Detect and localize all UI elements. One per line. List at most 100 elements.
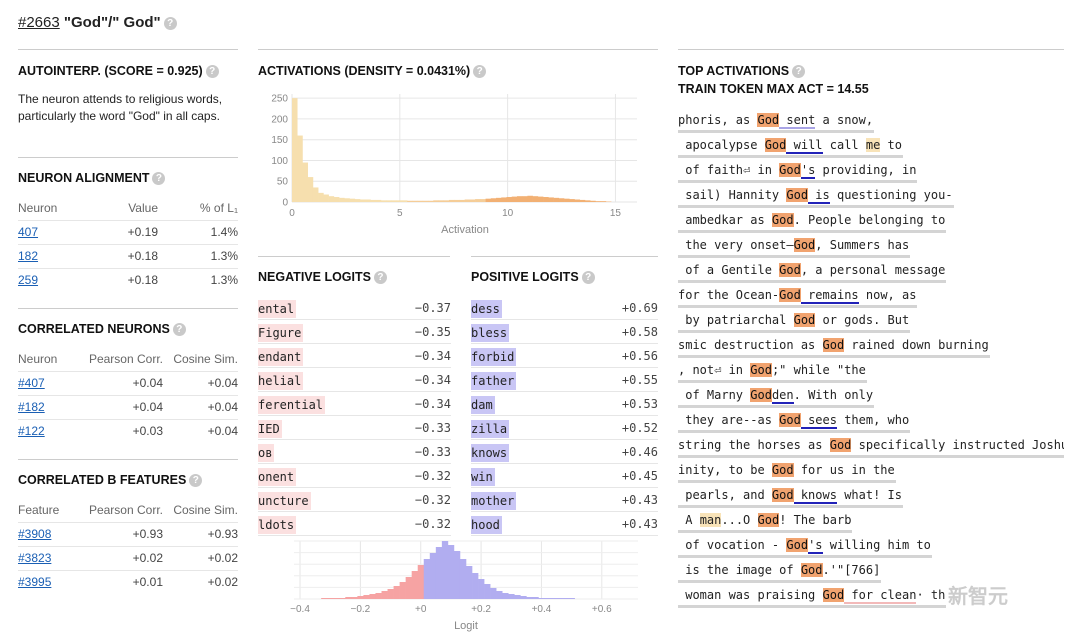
context-token: of Marny — [678, 388, 751, 402]
neuron-link[interactable]: 407 — [18, 225, 39, 239]
logit-token: ов — [258, 444, 275, 462]
activating-token: God — [771, 463, 794, 477]
activating-token: God — [779, 263, 801, 277]
logit-token: zilla — [471, 420, 510, 438]
logit-bar — [333, 598, 340, 599]
activation-histogram: 0 50 100 150 200 250 0 5 10 15 Activation — [271, 94, 637, 236]
help-icon[interactable]: ? — [152, 172, 166, 186]
activation-example: of Marny Godden. With only — [678, 385, 1064, 410]
activation-example: sail) Hannity God is questioning you- — [678, 185, 1064, 210]
activating-token: God — [779, 288, 801, 302]
help-icon[interactable]: ? — [172, 323, 186, 337]
context-token: man — [699, 513, 722, 527]
logit-bar — [387, 589, 394, 599]
logit-row: dess +0.69 — [471, 296, 658, 320]
activating-token: God — [800, 563, 823, 577]
logit-token: endant — [258, 348, 304, 366]
logit-value: +0.43 — [621, 493, 658, 507]
logit-bar — [538, 598, 545, 599]
feature-link[interactable]: #3995 — [18, 575, 52, 590]
context-token: a snow, — [815, 113, 874, 127]
logit-token: hood — [471, 516, 502, 534]
logit-token: father — [471, 372, 517, 390]
activation-ytick: 150 — [271, 135, 288, 146]
logit-bar — [321, 598, 328, 599]
logit-row: endant −0.34 — [258, 344, 451, 368]
help-icon[interactable]: ? — [205, 65, 219, 79]
neuron-link[interactable]: #407 — [18, 376, 45, 390]
context-token: woman was praising — [678, 588, 823, 602]
context-token: for us in the — [793, 463, 895, 477]
help-icon[interactable]: ? — [792, 65, 806, 79]
correlated-b-table: Feature Pearson Corr. Cosine Sim. #3908 +0.… — [18, 498, 238, 594]
context-token: of vocation - — [678, 538, 787, 552]
activating-token: God — [771, 213, 794, 227]
feature-id-link[interactable]: #2663 — [18, 14, 60, 31]
logit-value: −0.32 — [414, 469, 451, 483]
neuron-link[interactable]: #122 — [18, 424, 45, 439]
logit-row: helial −0.34 — [258, 368, 451, 392]
table-row: #3823 +0.02 +0.02 — [18, 545, 238, 570]
logit-bar — [441, 541, 449, 599]
logit-bar — [351, 597, 358, 599]
activation-example: ambedkar as God. People belonging to — [678, 210, 1064, 235]
neuron-link[interactable]: #182 — [18, 400, 45, 414]
activation-bar — [428, 200, 434, 202]
activation-bar — [480, 199, 486, 202]
neuron-link[interactable]: 259 — [18, 273, 39, 288]
logit-row: ldots −0.32 — [258, 512, 451, 536]
activating-token: God — [786, 538, 809, 552]
logit-value: −0.33 — [414, 445, 451, 459]
context-underline — [678, 180, 918, 183]
logit-bar — [526, 597, 533, 599]
context-token: ...O — [721, 513, 758, 527]
context-token: 's — [800, 163, 816, 179]
logit-value: −0.33 — [414, 421, 451, 435]
context-token: for the Ocean- — [678, 288, 780, 302]
context-token: sail) Hannity — [678, 188, 787, 202]
activation-xtick: 5 — [397, 208, 403, 219]
activation-example: smic destruction as God rained down burn… — [678, 335, 1064, 360]
help-icon[interactable]: ? — [373, 271, 387, 285]
activation-example: for the Ocean-God remains now, as — [678, 285, 1064, 310]
logit-bar — [520, 596, 527, 599]
feature-link[interactable]: #3823 — [18, 551, 52, 565]
activation-bar — [323, 194, 329, 202]
context-token: . With only — [793, 388, 874, 402]
logit-bar — [453, 551, 461, 599]
context-underline — [678, 480, 896, 483]
activation-example: apocalypse God will call me to — [678, 135, 1064, 160]
logit-value: −0.35 — [414, 325, 451, 339]
context-token: remains — [800, 288, 859, 304]
neuron-link[interactable]: 182 — [18, 249, 39, 263]
context-token: specifically instructed Joshua — [851, 438, 1064, 452]
help-icon[interactable]: ? — [473, 65, 487, 79]
activation-bar — [558, 198, 565, 202]
logit-bar — [429, 553, 437, 599]
logit-value: +0.43 — [621, 517, 658, 531]
logit-token: forbid — [471, 348, 517, 366]
activation-bar — [365, 199, 371, 202]
logit-bar — [417, 565, 425, 599]
activation-bar — [496, 197, 502, 202]
logit-row: ferential −0.34 — [258, 392, 451, 416]
activations-title: ACTIVATIONS (DENSITY = 0.0431%)? — [258, 64, 487, 79]
context-token: pearls, and — [678, 488, 772, 502]
feature-link[interactable]: #3908 — [18, 527, 52, 541]
context-token: smic destruction as — [678, 338, 823, 352]
activation-example: woman was praising God for clean· th — [678, 585, 1064, 610]
context-underline — [678, 355, 990, 358]
context-token: den — [771, 388, 794, 404]
logit-row: knows +0.46 — [471, 440, 658, 464]
activating-token: God — [829, 438, 852, 452]
help-icon[interactable]: ? — [163, 16, 177, 30]
help-icon[interactable]: ? — [189, 474, 203, 488]
help-icon[interactable]: ? — [581, 271, 595, 285]
logit-value: +0.45 — [621, 469, 658, 483]
activation-bar — [354, 199, 361, 202]
logit-token: helial — [258, 372, 304, 390]
context-token: them, who — [836, 413, 910, 427]
activating-token: God — [786, 188, 809, 202]
activation-example: string the horses as God specifically in… — [678, 435, 1064, 460]
activation-bar — [386, 200, 392, 202]
